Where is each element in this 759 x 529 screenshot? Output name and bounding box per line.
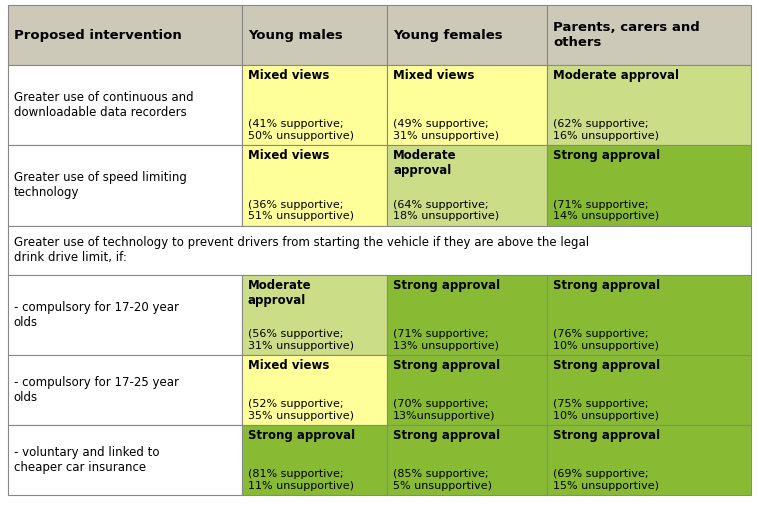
Bar: [8, 425, 242, 495]
Text: Greater use of technology to prevent drivers from starting the vehicle if they a: Greater use of technology to prevent dri…: [14, 236, 589, 264]
Text: - compulsory for 17-25 year
olds: - compulsory for 17-25 year olds: [14, 376, 178, 404]
Bar: [8, 275, 242, 355]
Text: (69% supportive;
15% unsupportive): (69% supportive; 15% unsupportive): [553, 469, 659, 491]
Bar: [242, 145, 387, 226]
Text: Young males: Young males: [248, 29, 343, 42]
Text: Moderate
approval: Moderate approval: [393, 150, 457, 178]
Bar: [387, 275, 546, 355]
Bar: [387, 355, 546, 425]
Text: Proposed intervention: Proposed intervention: [14, 29, 181, 42]
Text: Parents, carers and
others: Parents, carers and others: [553, 21, 700, 49]
Bar: [546, 5, 751, 65]
Text: (71% supportive;
13% unsupportive): (71% supportive; 13% unsupportive): [393, 330, 499, 351]
Bar: [8, 5, 242, 65]
Text: Strong approval: Strong approval: [553, 150, 660, 162]
Text: (62% supportive;
16% unsupportive): (62% supportive; 16% unsupportive): [553, 120, 659, 141]
Text: - voluntary and linked to
cheaper car insurance: - voluntary and linked to cheaper car in…: [14, 446, 159, 474]
Text: (71% supportive;
14% unsupportive): (71% supportive; 14% unsupportive): [553, 200, 659, 222]
Bar: [387, 65, 546, 145]
Bar: [242, 425, 387, 495]
Bar: [387, 425, 546, 495]
Text: (52% supportive;
35% unsupportive): (52% supportive; 35% unsupportive): [248, 399, 354, 421]
Text: (81% supportive;
11% unsupportive): (81% supportive; 11% unsupportive): [248, 469, 354, 491]
Text: Strong approval: Strong approval: [393, 279, 500, 292]
Bar: [242, 65, 387, 145]
Bar: [546, 425, 751, 495]
Text: Strong approval: Strong approval: [553, 279, 660, 292]
Text: Mixed views: Mixed views: [248, 69, 329, 82]
Text: (64% supportive;
18% unsupportive): (64% supportive; 18% unsupportive): [393, 200, 499, 222]
Bar: [242, 355, 387, 425]
Bar: [546, 65, 751, 145]
Bar: [242, 275, 387, 355]
Text: Greater use of continuous and
downloadable data recorders: Greater use of continuous and downloadab…: [14, 91, 194, 119]
Text: Mixed views: Mixed views: [248, 150, 329, 162]
Bar: [387, 5, 546, 65]
Text: Strong approval: Strong approval: [393, 360, 500, 372]
Bar: [8, 145, 242, 226]
Text: (76% supportive;
10% unsupportive): (76% supportive; 10% unsupportive): [553, 330, 659, 351]
Text: (75% supportive;
10% unsupportive): (75% supportive; 10% unsupportive): [553, 399, 659, 421]
Text: - compulsory for 17-20 year
olds: - compulsory for 17-20 year olds: [14, 301, 178, 329]
Text: Mixed views: Mixed views: [248, 360, 329, 372]
Text: (70% supportive;
13%unsupportive): (70% supportive; 13%unsupportive): [393, 399, 496, 421]
Text: (56% supportive;
31% unsupportive): (56% supportive; 31% unsupportive): [248, 330, 354, 351]
Text: (36% supportive;
51% unsupportive): (36% supportive; 51% unsupportive): [248, 200, 354, 222]
Text: Moderate approval: Moderate approval: [553, 69, 679, 82]
Bar: [546, 355, 751, 425]
Bar: [546, 275, 751, 355]
Bar: [242, 5, 387, 65]
Text: Strong approval: Strong approval: [393, 430, 500, 442]
Text: (85% supportive;
5% unsupportive): (85% supportive; 5% unsupportive): [393, 469, 492, 491]
Text: Greater use of speed limiting
technology: Greater use of speed limiting technology: [14, 171, 187, 199]
Bar: [546, 145, 751, 226]
Text: (41% supportive;
50% unsupportive): (41% supportive; 50% unsupportive): [248, 120, 354, 141]
Text: Strong approval: Strong approval: [553, 360, 660, 372]
Text: Strong approval: Strong approval: [553, 430, 660, 442]
Text: Strong approval: Strong approval: [248, 430, 355, 442]
Bar: [8, 65, 242, 145]
Text: Young females: Young females: [393, 29, 502, 42]
Bar: [387, 145, 546, 226]
Text: (49% supportive;
31% unsupportive): (49% supportive; 31% unsupportive): [393, 120, 499, 141]
Bar: [8, 226, 751, 275]
Text: Mixed views: Mixed views: [393, 69, 474, 82]
Text: Moderate
approval: Moderate approval: [248, 279, 312, 307]
Bar: [8, 355, 242, 425]
